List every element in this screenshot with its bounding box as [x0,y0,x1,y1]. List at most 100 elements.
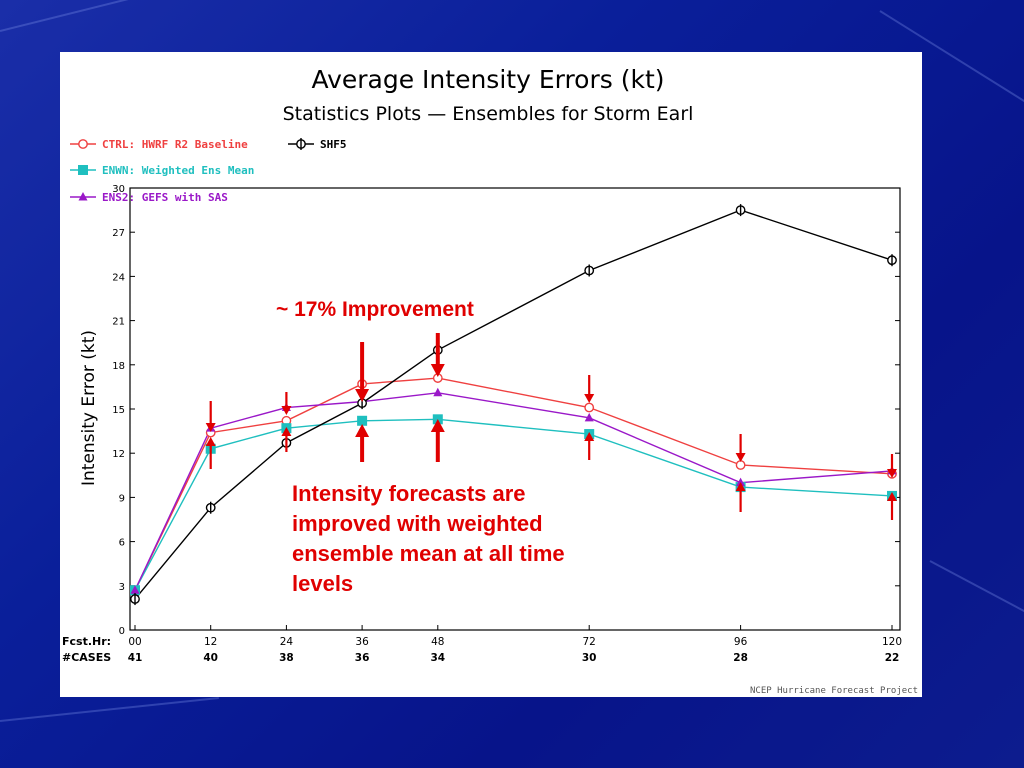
x-tick-label: 48 [431,636,444,648]
data-point [130,593,140,606]
legend-marker [78,139,88,149]
legend-marker-shape [78,139,88,149]
arrow-head [281,427,292,436]
y-tick-label: 0 [119,626,125,637]
legend-marker [78,165,88,175]
cases-value: 41 [128,652,143,664]
legend-marker-shape [78,165,88,175]
data-point-shape [584,412,594,422]
y-tick-label: 21 [112,317,125,328]
x-tick-label: 96 [734,636,748,648]
data-point-shape [433,387,443,397]
x-tick-label: 72 [583,636,596,648]
annotation-arrow [430,333,445,377]
y-axis-ticks: 0 3 6 9 12 15 18 21 24 27 30 [112,184,900,637]
cases-value: 22 [885,652,900,664]
chart-legend: CTRL: HWRF R2 Baseline ENWN: Weighted Ens… [70,138,347,204]
cases-value: 40 [203,652,218,664]
y-tick-label: 30 [112,184,125,195]
data-point [887,254,897,267]
y-tick-label: 3 [119,582,125,593]
x-axis-ticks: 00 41 12 40 24 38 36 36 48 34 72 30 96 28 120 22 [128,625,902,664]
annotation-arrow [205,437,216,469]
arrow-head [735,453,746,462]
annotation-arrow [735,434,746,462]
arrow-head [281,406,292,415]
intensity-error-chart: Average Intensity Errors (kt) Statistics… [62,65,918,696]
legend-marker [78,192,88,201]
y-tick-label: 24 [112,272,125,283]
data-point-shape [130,585,140,594]
body-text: Intensity forecasts are improved with we… [292,481,565,596]
cases-value: 36 [355,652,370,664]
x-axis-label: Fcst.Hr: [62,635,111,648]
data-point [130,585,140,594]
data-point [433,387,443,397]
annotation-arrows [205,333,897,520]
data-point [736,477,746,487]
arrow-head [205,423,216,432]
improvement-note: ~ 17% Improvement [276,298,474,321]
arrow-head [355,424,370,437]
y-tick-label: 15 [112,405,125,416]
annotation-arrow [584,375,595,403]
arrow-head [584,432,595,441]
x-tick-label: 24 [280,636,294,648]
background-streak [0,0,253,32]
data-point [584,264,595,277]
arrow-head [887,469,897,478]
x-tick-label: 12 [204,636,217,648]
background-streak [0,697,219,722]
chart-panel: Average Intensity Errors (kt) Statistics… [60,52,922,697]
series-line [134,392,893,591]
legend-entry: SHF5 [320,138,347,151]
y-tick-label: 18 [112,361,125,372]
y-tick-label: 12 [112,449,125,460]
data-point-shape [584,402,595,413]
annotation-arrow [887,454,897,478]
data-point [205,501,216,514]
series-lines [134,209,893,600]
cases-label: #CASES [62,651,111,664]
annotation-arrow [281,392,292,415]
arrow-head [430,419,445,432]
annotation-arrow [281,427,292,452]
annotation-arrow [735,482,746,512]
chart-title: Average Intensity Errors (kt) [311,65,664,94]
data-point [735,460,746,470]
data-point-shape [357,415,368,426]
cases-value: 30 [582,652,597,664]
annotation-arrow [430,419,445,462]
cases-value: 28 [733,652,748,664]
y-tick-label: 6 [119,538,125,549]
x-tick-label: 36 [355,636,369,648]
arrow-head [205,437,216,446]
data-point [735,204,746,217]
arrow-head [887,492,897,501]
series-line [134,209,893,600]
legend-entry: CTRL: HWRF R2 Baseline [102,138,248,151]
background-streak [929,560,1024,619]
cases-value: 38 [279,652,294,664]
data-point-shape [736,477,746,487]
y-tick-label: 9 [119,493,125,504]
x-tick-label: 00 [128,636,141,648]
annotation-arrow [355,342,370,402]
annotation-arrow [887,492,897,520]
series-line [134,418,893,591]
chart-subtitle: Statistics Plots — Ensembles for Storm E… [283,103,694,125]
legend-marker-shape [78,192,88,201]
data-point [584,412,594,422]
annotation-arrow [205,401,216,432]
arrow-head [355,389,370,402]
y-tick-label: 27 [112,228,125,239]
annotation-arrow [355,424,370,462]
x-tick-label: 120 [882,636,902,648]
data-point [584,402,595,413]
legend-entry: ENWN: Weighted Ens Mean [102,164,254,177]
data-point [357,415,368,426]
annotation-arrow [584,432,595,460]
legend-marker [296,138,306,150]
arrow-head [584,394,595,403]
legend-entry: ENS2: GEFS with SAS [102,191,228,204]
